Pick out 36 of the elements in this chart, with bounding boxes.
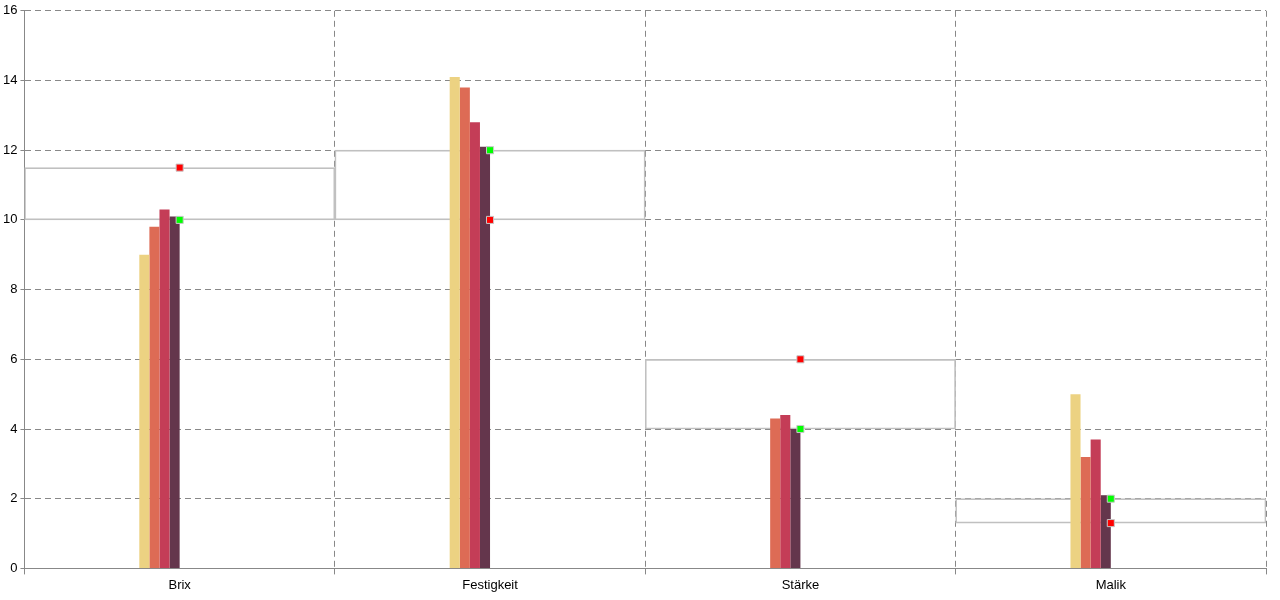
y-tick-label: 12: [2, 141, 18, 157]
bar: [1080, 456, 1091, 568]
bar: [159, 209, 170, 568]
point: [486, 146, 495, 155]
bar: [790, 429, 801, 568]
bar: [169, 216, 180, 568]
x-tick-label: Festigkeit: [462, 576, 519, 592]
y-tick-label: 4: [10, 420, 18, 436]
y-tick-label: 2: [10, 490, 18, 506]
bar: [139, 254, 150, 568]
point: [796, 424, 805, 434]
bar: [479, 146, 491, 568]
point: [175, 215, 184, 224]
bar: [469, 122, 480, 568]
x-tick-label: Brix: [168, 576, 192, 592]
y-tick-label: 16: [2, 2, 18, 18]
bar: [449, 77, 460, 568]
point: [175, 163, 184, 172]
y-tick-label: 10: [2, 211, 18, 227]
bar: [1090, 439, 1101, 568]
x-tick-label: Malik: [1095, 576, 1127, 592]
x-tick-label: Stärke: [781, 576, 820, 592]
y-tick-label: 0: [10, 559, 18, 575]
y-tick-label: 6: [10, 350, 18, 366]
y-tick-label: 8: [10, 281, 18, 297]
point: [486, 215, 495, 224]
bar: [149, 226, 160, 568]
bar: [1100, 495, 1111, 568]
point: [1106, 519, 1115, 528]
bar: [1070, 394, 1081, 568]
y-tick-label: 14: [2, 72, 18, 88]
bar: [459, 87, 470, 568]
bar: [780, 415, 791, 568]
point: [796, 355, 805, 364]
point: [1106, 494, 1115, 503]
bar: [770, 418, 781, 568]
